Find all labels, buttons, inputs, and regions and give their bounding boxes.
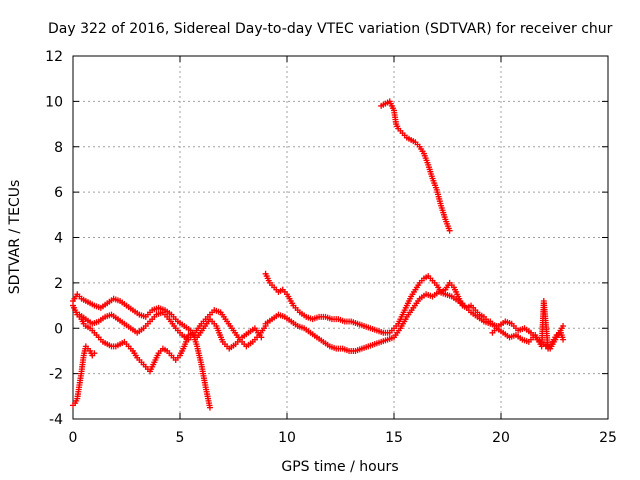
series-track-a (70, 302, 213, 411)
x-tick-label: 25 (599, 430, 617, 446)
x-tick-label: 20 (492, 430, 510, 446)
y-tick-label: 8 (54, 140, 63, 156)
y-tick-label: -4 (49, 412, 63, 428)
y-tick-labels: -4 -2 0 2 4 6 8 10 12 (45, 49, 63, 428)
x-tick-label: 5 (176, 430, 185, 446)
x-tick-label: 0 (69, 430, 78, 446)
x-tick-labels: 0 5 10 15 20 25 (69, 430, 617, 446)
data-points (70, 98, 567, 411)
series-track-d (76, 307, 269, 350)
y-tick-label: 4 (54, 231, 63, 247)
series-track-g (378, 98, 453, 234)
series-track-i (489, 318, 567, 352)
series-track-c (70, 291, 265, 352)
y-tick-label: 0 (54, 321, 63, 337)
axis-ticks (72, 55, 609, 420)
data-point (560, 336, 567, 343)
data-point (206, 404, 213, 411)
y-tick-label: 12 (45, 49, 63, 65)
x-tick-label: 10 (278, 430, 296, 446)
y-tick-label: 10 (45, 94, 63, 110)
data-point (446, 227, 453, 234)
data-point (560, 322, 567, 329)
y-tick-label: 6 (54, 185, 63, 201)
y-axis-label: SDTVAR / TECUs (7, 180, 23, 295)
series-track-b (70, 343, 98, 409)
x-tick-label: 15 (385, 430, 403, 446)
data-point (91, 350, 98, 357)
series-track-f (262, 288, 500, 354)
series-track-e (262, 270, 492, 336)
x-axis-label: GPS time / hours (281, 459, 398, 475)
y-tick-label: -2 (49, 367, 63, 383)
chart-title: Day 322 of 2016, Sidereal Day-to-day VTE… (48, 21, 613, 37)
y-tick-label: 2 (54, 276, 63, 292)
